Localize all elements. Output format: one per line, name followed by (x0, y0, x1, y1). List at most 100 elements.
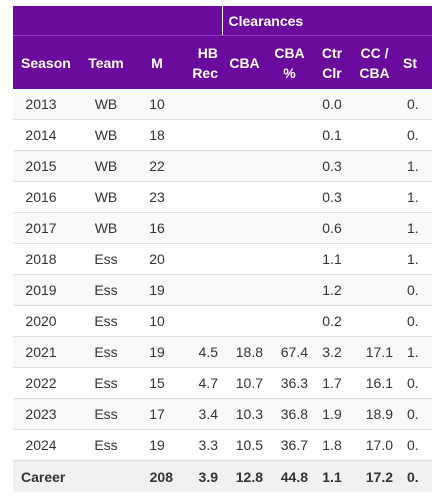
cell-matches: 23 (133, 181, 177, 213)
cell-hb-rec (177, 243, 222, 275)
career-cba: 12.8 (222, 460, 267, 492)
clearances-group-header: Clearances (221, 6, 432, 36)
cell-st: 1. (397, 336, 432, 368)
column-header-st[interactable]: St (397, 35, 432, 89)
cell-hb-rec: 3.3 (177, 429, 222, 461)
cell-season: 2021 (13, 336, 79, 368)
cell-hb-rec (177, 119, 222, 151)
cell-hb-rec (177, 212, 222, 244)
cell-hb-rec: 4.7 (177, 367, 222, 399)
table-row: 2014 WB 18 0.1 0. (13, 119, 432, 151)
table-row: 2016 WB 23 0.3 1. (13, 181, 432, 213)
career-label: Career (13, 460, 79, 492)
cell-season: 2016 (13, 181, 79, 213)
column-header-team[interactable]: Team (79, 35, 133, 89)
cell-cc-cba: 18.9 (352, 398, 397, 430)
cell-cba-pct: 36.7 (267, 429, 312, 461)
player-stats-table: Clearances Season Team M HB Rec CBA CBA … (13, 6, 432, 492)
cell-team: WB (79, 212, 133, 244)
cell-cc-cba (352, 89, 397, 120)
career-row: Career 208 3.9 12.8 44.8 1.1 17.2 0. (13, 460, 432, 492)
cell-matches: 17 (133, 398, 177, 430)
cell-ctr-clr: 1.8 (312, 429, 352, 461)
cell-cc-cba (352, 274, 397, 306)
table-footer: Career 208 3.9 12.8 44.8 1.1 17.2 0. (13, 460, 432, 492)
column-header-season[interactable]: Season (13, 35, 79, 89)
cell-cba: 10.5 (222, 429, 267, 461)
cell-ctr-clr: 1.1 (312, 243, 352, 275)
cell-matches: 19 (133, 274, 177, 306)
table-row: 2015 WB 22 0.3 1. (13, 150, 432, 182)
career-cba-pct: 44.8 (267, 460, 312, 492)
cell-season: 2013 (13, 89, 79, 120)
cell-team: Ess (79, 367, 133, 399)
cell-cba (222, 119, 267, 151)
cell-cba (222, 181, 267, 213)
table-row: 2017 WB 16 0.6 1. (13, 212, 432, 244)
cell-matches: 15 (133, 367, 177, 399)
cell-st: 1. (397, 150, 432, 182)
cell-cba-pct (267, 243, 312, 275)
cell-ctr-clr: 0.3 (312, 150, 352, 182)
cell-st: 0. (397, 274, 432, 306)
cell-cba: 18.8 (222, 336, 267, 368)
cell-season: 2022 (13, 367, 79, 399)
cell-matches: 19 (133, 336, 177, 368)
cell-ctr-clr: 3.2 (312, 336, 352, 368)
column-header-cc-cba[interactable]: CC / CBA (352, 35, 397, 89)
cell-cba (222, 150, 267, 182)
table-row: 2018 Ess 20 1.1 1. (13, 243, 432, 275)
cell-season: 2014 (13, 119, 79, 151)
column-header-matches[interactable]: M (133, 35, 177, 89)
career-cc-cba: 17.2 (352, 460, 397, 492)
cell-matches: 10 (133, 89, 177, 120)
cell-ctr-clr: 1.2 (312, 274, 352, 306)
cell-st: 1. (397, 212, 432, 244)
cell-hb-rec (177, 305, 222, 337)
cell-cba (222, 243, 267, 275)
cell-season: 2017 (13, 212, 79, 244)
cell-cc-cba: 16.1 (352, 367, 397, 399)
cell-matches: 10 (133, 305, 177, 337)
cell-hb-rec: 3.4 (177, 398, 222, 430)
career-matches: 208 (133, 460, 177, 492)
cell-season: 2019 (13, 274, 79, 306)
cell-matches: 19 (133, 429, 177, 461)
cell-cc-cba (352, 243, 397, 275)
cell-st: 0. (397, 119, 432, 151)
cell-matches: 22 (133, 150, 177, 182)
cell-st: 0. (397, 89, 432, 120)
cell-cba-pct: 36.8 (267, 398, 312, 430)
cell-hb-rec (177, 89, 222, 120)
cell-cc-cba (352, 181, 397, 213)
cell-team: Ess (79, 305, 133, 337)
cell-ctr-clr: 0.3 (312, 181, 352, 213)
cell-cc-cba (352, 150, 397, 182)
cell-st: 0. (397, 367, 432, 399)
cell-cc-cba (352, 212, 397, 244)
cell-cba-pct (267, 119, 312, 151)
cell-team: Ess (79, 398, 133, 430)
cell-cba: 10.7 (222, 367, 267, 399)
cell-cba (222, 274, 267, 306)
cell-team: Ess (79, 274, 133, 306)
cell-team: Ess (79, 336, 133, 368)
cell-cba-pct (267, 150, 312, 182)
cell-season: 2015 (13, 150, 79, 182)
column-header-cba[interactable]: CBA (222, 35, 267, 89)
column-header-ctr-clr[interactable]: Ctr Clr (312, 35, 352, 89)
cell-cc-cba: 17.1 (352, 336, 397, 368)
cell-cba: 10.3 (222, 398, 267, 430)
cell-team: Ess (79, 243, 133, 275)
column-header-hb-rec[interactable]: HB Rec (177, 35, 222, 89)
cell-st: 1. (397, 243, 432, 275)
table-row: 2023 Ess 17 3.4 10.3 36.8 1.9 18.9 0. (13, 398, 432, 430)
career-team (79, 460, 133, 492)
table-row: 2022 Ess 15 4.7 10.7 36.3 1.7 16.1 0. (13, 367, 432, 399)
cell-cc-cba (352, 119, 397, 151)
cell-cba-pct (267, 181, 312, 213)
cell-cba-pct: 67.4 (267, 336, 312, 368)
cell-cba (222, 305, 267, 337)
column-header-cba-pct[interactable]: CBA % (267, 35, 312, 89)
